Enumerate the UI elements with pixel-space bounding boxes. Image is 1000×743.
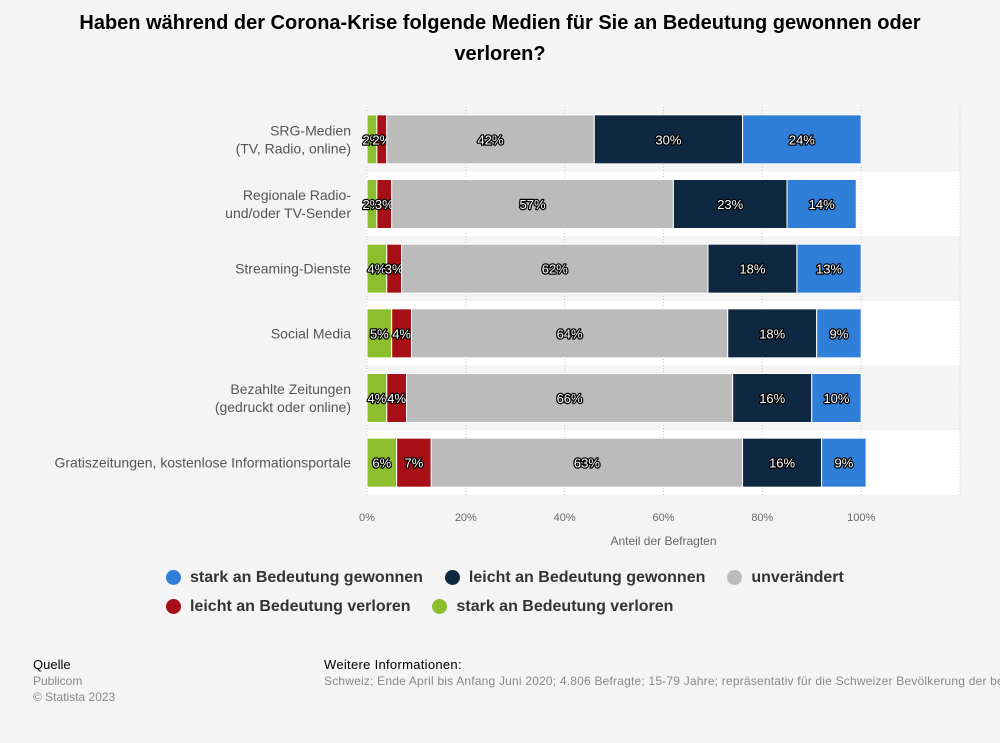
legend-item[interactable]: stark an Bedeutung gewonnen [166,569,423,587]
category-label: Gratiszeitungen, kostenlose Informations… [55,455,352,471]
legend-row-2: leicht an Bedeutung verloren stark an Bed… [166,592,866,621]
source-name: Publicom [33,674,83,688]
data-label: 4% [392,326,411,341]
legend-label: leicht an Bedeutung verloren [190,597,411,615]
bar-segment [742,114,862,165]
data-label: 18% [739,262,765,277]
bar-segment [811,373,862,423]
x-tick-label: 80% [751,512,773,524]
info-block: Weitere Informationen: Schweiz; Ende Apr… [324,657,1000,689]
data-label: 57% [520,197,546,212]
bar-segment [391,179,674,229]
data-label: 3% [375,197,394,212]
bar-segment [593,114,744,165]
legend-marker [166,570,181,585]
data-label: 4% [367,262,386,277]
category-label: Bezahlte Zeitungen [230,381,351,397]
bar-segment [406,373,734,423]
data-label: 18% [759,326,785,341]
bar-segment [786,179,857,229]
bar-segment [386,114,595,165]
data-label: 4% [367,391,386,406]
legend-item[interactable]: unverändert [727,568,844,587]
x-tick-label: 100% [847,512,875,524]
category-label: und/oder TV-Sender [225,205,351,221]
bar-segment [672,179,788,229]
bar-segment [410,308,729,359]
data-label: 23% [717,197,743,212]
data-label: 24% [789,132,815,147]
data-label: 9% [834,456,853,471]
legend-label: stark an Bedeutung gewonnen [190,568,423,586]
legend-item[interactable]: leicht an Bedeutung verloren [166,598,410,616]
legend-label: unverändert [751,568,844,586]
data-label: 6% [372,456,391,471]
data-label: 42% [478,132,504,147]
data-label: 64% [557,326,583,341]
legend-marker [166,599,181,614]
bar-segment [366,437,398,488]
data-label: 14% [809,197,835,212]
bar-segment [742,437,823,488]
data-label: 30% [655,132,681,147]
data-label: 66% [557,391,583,406]
category-label: Regionale Radio- [243,187,352,203]
bar-segment [401,243,709,294]
legend: stark an Bedeutung gewonnen leicht an Bed… [166,563,866,621]
data-label: 16% [769,456,795,471]
bar-segment [821,437,867,488]
category-label: Social Media [271,325,351,341]
data-label: 9% [830,326,849,341]
info-label: Weitere Informationen: [324,657,462,672]
data-label: 4% [387,391,406,406]
legend-label: stark an Bedeutung verloren [456,597,674,615]
legend-label: leicht an Bedeutung gewonnen [468,568,706,586]
data-label: 63% [574,456,600,471]
category-label: SRG-Medien [270,122,351,138]
category-label: (gedruckt oder online) [215,399,351,415]
source-block: Quelle Publicom © Statista 2023 [33,657,115,705]
bar-segment [430,437,744,488]
category-label: (TV, Radio, online) [236,140,351,156]
x-tick-label: 60% [652,512,674,524]
legend-marker [444,570,460,585]
data-label: 10% [823,391,849,406]
bar-segment [796,243,862,294]
data-label: 7% [405,456,424,471]
data-label: 62% [542,262,568,277]
x-tick-label: 40% [554,512,576,524]
legend-marker [432,599,448,614]
data-label: 3% [385,262,404,277]
legend-item[interactable]: stark an Bedeutung verloren [432,598,673,616]
bar-segment [816,308,862,359]
copyright: © Statista 2023 [33,690,116,704]
x-axis-title: Anteil der Befragten [610,534,716,548]
legend-item[interactable]: leicht an Bedeutung gewonnen [444,568,706,587]
legend-marker [727,570,743,585]
data-label: 13% [816,262,842,277]
category-label: Streaming-Dienste [235,261,351,277]
chart-title: Haben während der Corona-Krise folgende … [79,12,921,65]
x-tick-label: 20% [455,512,477,524]
x-tick-label: 0% [359,512,375,524]
bar-segment [707,243,798,294]
info-text: Schweiz; Ende April bis Anfang Juni 2020… [324,674,1000,688]
data-label: 16% [759,391,785,406]
legend-row-1: stark an Bedeutung gewonnen leicht an Bed… [166,563,866,592]
source-label: Quelle [33,657,71,672]
data-label: 5% [370,326,389,341]
